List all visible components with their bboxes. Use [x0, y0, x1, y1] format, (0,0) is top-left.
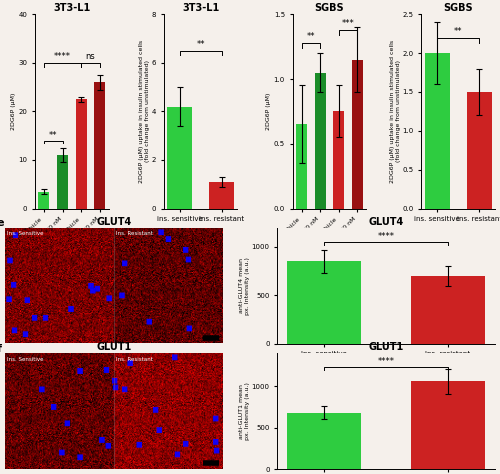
Bar — [333, 111, 344, 209]
Y-axis label: 2DG6P (µM): 2DG6P (µM) — [10, 93, 16, 130]
Text: b: b — [143, 0, 151, 1]
Bar — [167, 107, 192, 209]
Bar — [424, 53, 450, 209]
Bar — [287, 413, 362, 469]
Bar — [411, 381, 485, 469]
Text: ins. resistant: ins. resistant — [328, 261, 368, 266]
Text: **: ** — [49, 131, 58, 140]
Text: Ins. Resistant: Ins. Resistant — [116, 357, 152, 362]
Title: GLUT1: GLUT1 — [96, 342, 132, 352]
Bar — [57, 155, 68, 209]
Text: ****: **** — [378, 357, 394, 366]
Text: ns: ns — [86, 52, 96, 61]
Title: 3T3-L1: 3T3-L1 — [53, 3, 90, 13]
Text: Ins. Sensitive: Ins. Sensitive — [7, 231, 44, 237]
Text: ****: **** — [54, 52, 71, 61]
Bar — [94, 82, 106, 209]
Text: ***: *** — [342, 19, 354, 28]
Text: c: c — [272, 0, 278, 1]
Title: SGBS: SGBS — [444, 3, 473, 13]
Y-axis label: 2DG6P (µM) uptake in insulin stimulated cells
(fold change from unstimulated): 2DG6P (µM) uptake in insulin stimulated … — [390, 40, 401, 183]
Title: GLUT1: GLUT1 — [368, 342, 404, 352]
Y-axis label: anti-GLUT1 mean
px. Intensity (a.u.): anti-GLUT1 mean px. Intensity (a.u.) — [240, 382, 250, 440]
Text: ins. resistant: ins. resistant — [70, 261, 110, 266]
Title: 3T3-L1: 3T3-L1 — [182, 3, 219, 13]
Bar — [296, 124, 307, 209]
Text: f: f — [0, 344, 2, 354]
Bar — [411, 276, 485, 344]
Title: SGBS: SGBS — [314, 3, 344, 13]
Text: ****: **** — [378, 232, 394, 241]
Text: **: ** — [196, 40, 205, 49]
Text: e: e — [0, 218, 4, 228]
Text: ins. sensitive: ins. sensitive — [290, 261, 332, 266]
Text: **: ** — [454, 27, 462, 36]
Y-axis label: 2DG6P (µM) uptake in insulin stimulated cells
(fold change from unstimulated): 2DG6P (µM) uptake in insulin stimulated … — [140, 40, 150, 183]
Bar — [466, 92, 491, 209]
Bar — [287, 262, 362, 344]
Bar — [314, 73, 326, 209]
Text: Ins. Resistant: Ins. Resistant — [116, 231, 152, 237]
Bar — [76, 99, 86, 209]
Text: **: ** — [306, 32, 315, 41]
Text: ins. sensitive: ins. sensitive — [32, 261, 74, 266]
Text: a: a — [14, 0, 22, 1]
Y-axis label: 2DG6P (µM): 2DG6P (µM) — [266, 93, 271, 130]
Title: GLUT4: GLUT4 — [368, 217, 404, 227]
Title: GLUT4: GLUT4 — [96, 217, 132, 227]
Bar — [38, 191, 50, 209]
Bar — [209, 182, 234, 209]
Bar — [352, 60, 363, 209]
Y-axis label: anti-GLUT4 mean
px. Intensity (a.u.): anti-GLUT4 mean px. Intensity (a.u.) — [240, 257, 250, 315]
Text: Ins. Sensitive: Ins. Sensitive — [7, 357, 44, 362]
Text: d: d — [401, 0, 408, 1]
